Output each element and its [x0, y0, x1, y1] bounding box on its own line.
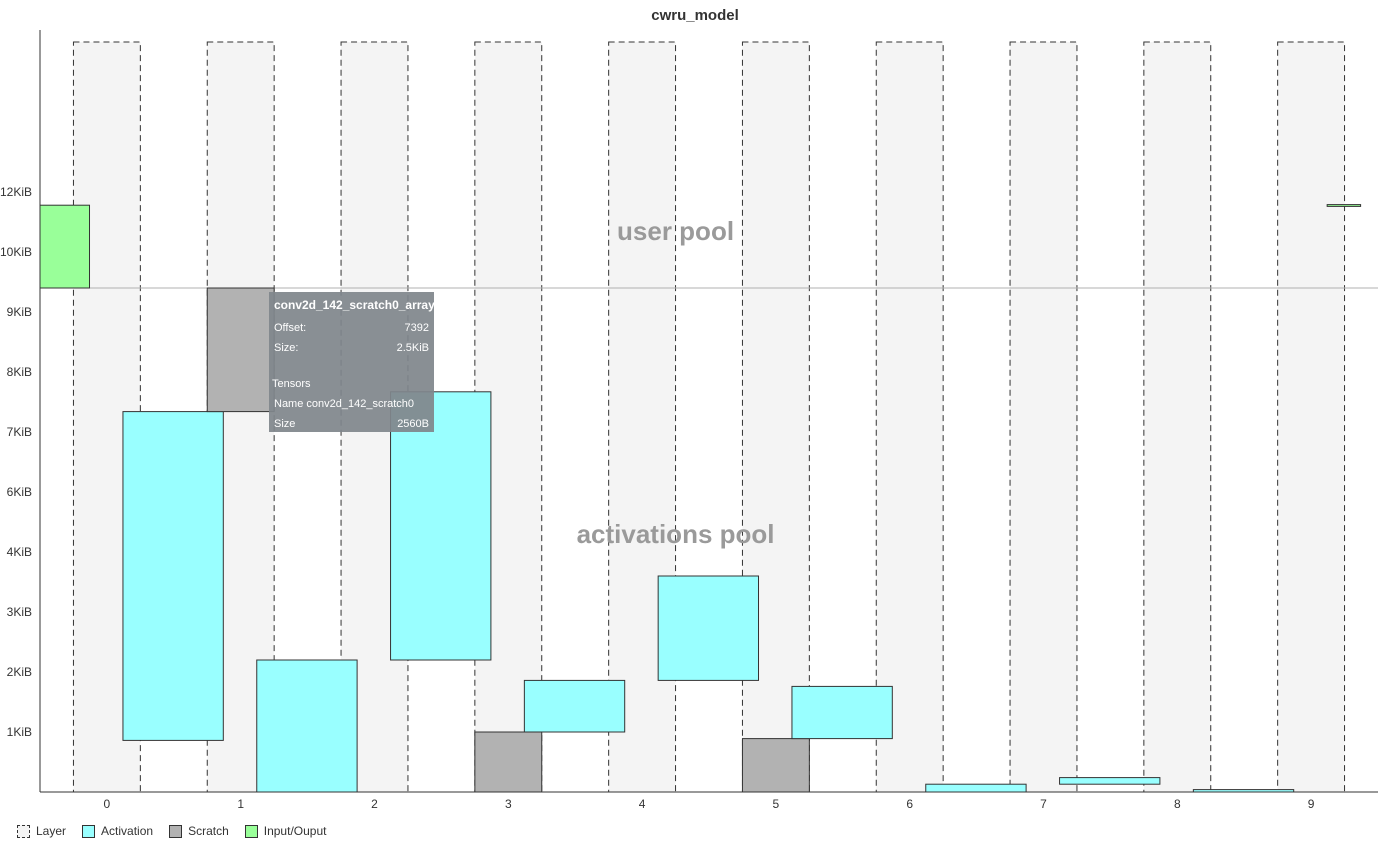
y-tick-label-7: 9KiB — [7, 305, 32, 319]
tooltip-tensor-size-label: Size — [274, 414, 295, 434]
layer-band-7 — [1010, 42, 1077, 792]
io-buffer-13 — [1327, 205, 1360, 207]
legend-swatch-activation — [82, 825, 95, 838]
legend-label-layer: Layer — [36, 824, 66, 838]
tooltip-offset-value: 7392 — [405, 318, 429, 338]
tooltip-tensor-name-value: conv2d_142_scratch0 — [306, 398, 414, 410]
legend-label-scratch: Scratch — [188, 824, 229, 838]
y-tick-label-1: 2KiB — [7, 665, 32, 679]
activation-buffer-11 — [1060, 778, 1160, 785]
scratch-buffer-8 — [742, 739, 809, 792]
x-tick-label-4: 4 — [639, 797, 646, 811]
y-tick-label-4: 6KiB — [7, 485, 32, 499]
scratch-buffer-5 — [475, 732, 542, 792]
tooltip-offset-row: Offset: 7392 — [269, 318, 434, 338]
y-tick-label-3: 4KiB — [7, 545, 32, 559]
legend-item-layer: Layer — [17, 824, 66, 838]
io-buffer-0 — [40, 205, 90, 288]
legend: Layer Activation Scratch Input/Ouput — [17, 824, 342, 838]
tooltip-size-label: Size: — [274, 338, 298, 358]
activation-buffer-6 — [524, 680, 624, 732]
y-tick-label-6: 8KiB — [7, 365, 32, 379]
activation-buffer-3 — [257, 660, 357, 792]
layer-band-8 — [1144, 42, 1211, 792]
activation-buffer-7 — [658, 576, 758, 680]
legend-label-io: Input/Ouput — [264, 824, 327, 838]
x-tick-label-8: 8 — [1174, 797, 1181, 811]
scratch-buffer-2 — [207, 288, 274, 412]
tooltip-tensor-size-row: Size 2560B — [269, 414, 434, 434]
legend-swatch-layer — [17, 825, 30, 838]
layer-band-6 — [876, 42, 943, 792]
x-tick-label-0: 0 — [104, 797, 111, 811]
tooltip-tensor-name-label: Name — [274, 398, 303, 410]
legend-swatch-io — [245, 825, 258, 838]
x-tick-label-5: 5 — [773, 797, 780, 811]
layer-band-9 — [1278, 42, 1345, 792]
activation-buffer-9 — [792, 686, 892, 738]
tooltip-tensors-label: Tensors — [272, 374, 311, 394]
pool-label-1: activations pool — [577, 519, 775, 549]
tooltip-tensor-name-row: Name conv2d_142_scratch0 — [269, 394, 434, 414]
chart-title: cwru_model — [651, 7, 739, 24]
activation-buffer-1 — [123, 412, 223, 741]
x-tick-label-9: 9 — [1308, 797, 1315, 811]
tooltip-size-row: Size: 2.5KiB — [269, 338, 434, 358]
legend-label-activation: Activation — [101, 824, 153, 838]
legend-swatch-scratch — [169, 825, 182, 838]
x-tick-label-7: 7 — [1040, 797, 1047, 811]
activation-buffer-10 — [926, 784, 1026, 792]
buffer-tooltip: conv2d_142_scratch0_array Offset: 7392 S… — [269, 292, 434, 432]
y-tick-label-2: 3KiB — [7, 605, 32, 619]
y-tick-label-9: 12KiB — [0, 185, 32, 199]
legend-item-io: Input/Ouput — [245, 824, 327, 838]
y-tick-label-8: 10KiB — [0, 245, 32, 259]
x-tick-label-1: 1 — [237, 797, 244, 811]
x-tick-label-3: 3 — [505, 797, 512, 811]
x-tick-label-6: 6 — [906, 797, 913, 811]
tooltip-offset-label: Offset: — [274, 318, 306, 338]
tooltip-tensor-size-value: 2560B — [397, 414, 429, 434]
legend-item-activation: Activation — [82, 824, 153, 838]
x-tick-label-2: 2 — [371, 797, 378, 811]
pool-label-0: user pool — [617, 216, 734, 246]
y-tick-label-0: 1KiB — [7, 725, 32, 739]
y-tick-label-5: 7KiB — [7, 425, 32, 439]
tooltip-size-value: 2.5KiB — [397, 338, 429, 358]
tooltip-tensors-header: Tensors — [269, 374, 434, 394]
tooltip-buffer-name: conv2d_142_scratch0_array — [269, 292, 434, 318]
legend-item-scratch: Scratch — [169, 824, 229, 838]
